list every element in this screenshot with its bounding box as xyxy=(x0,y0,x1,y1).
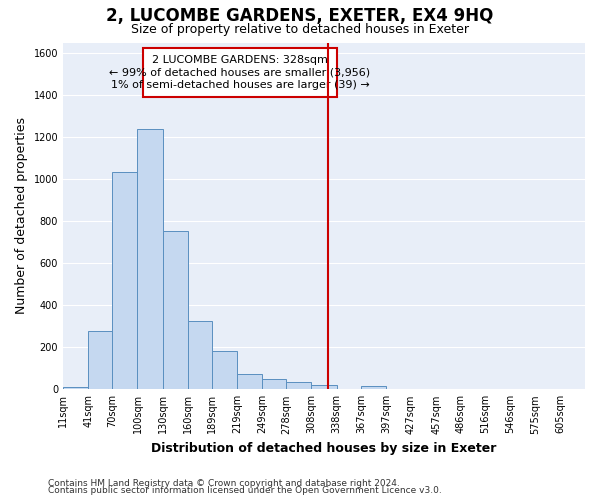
Text: Contains HM Land Registry data © Crown copyright and database right 2024.: Contains HM Land Registry data © Crown c… xyxy=(48,478,400,488)
X-axis label: Distribution of detached houses by size in Exeter: Distribution of detached houses by size … xyxy=(151,442,497,455)
Bar xyxy=(212,352,237,390)
Bar xyxy=(386,388,411,390)
Bar xyxy=(361,386,386,390)
Bar xyxy=(286,382,311,390)
Text: 2 LUCOMBE GARDENS: 328sqm: 2 LUCOMBE GARDENS: 328sqm xyxy=(152,55,328,65)
Bar xyxy=(311,385,337,390)
Bar xyxy=(163,230,188,390)
Text: 2, LUCOMBE GARDENS, EXETER, EX4 9HQ: 2, LUCOMBE GARDENS, EXETER, EX4 9HQ xyxy=(106,8,494,26)
Bar xyxy=(237,374,262,390)
Bar xyxy=(137,128,163,390)
Bar xyxy=(88,331,112,390)
Text: Contains public sector information licensed under the Open Government Licence v3: Contains public sector information licen… xyxy=(48,486,442,495)
Text: 1% of semi-detached houses are larger (39) →: 1% of semi-detached houses are larger (3… xyxy=(110,80,370,90)
Y-axis label: Number of detached properties: Number of detached properties xyxy=(15,118,28,314)
Bar xyxy=(188,321,212,390)
Bar xyxy=(63,387,88,390)
Bar xyxy=(143,48,337,97)
Bar xyxy=(112,172,137,390)
Text: Size of property relative to detached houses in Exeter: Size of property relative to detached ho… xyxy=(131,22,469,36)
Text: ← 99% of detached houses are smaller (3,956): ← 99% of detached houses are smaller (3,… xyxy=(109,68,371,78)
Bar xyxy=(262,379,286,390)
